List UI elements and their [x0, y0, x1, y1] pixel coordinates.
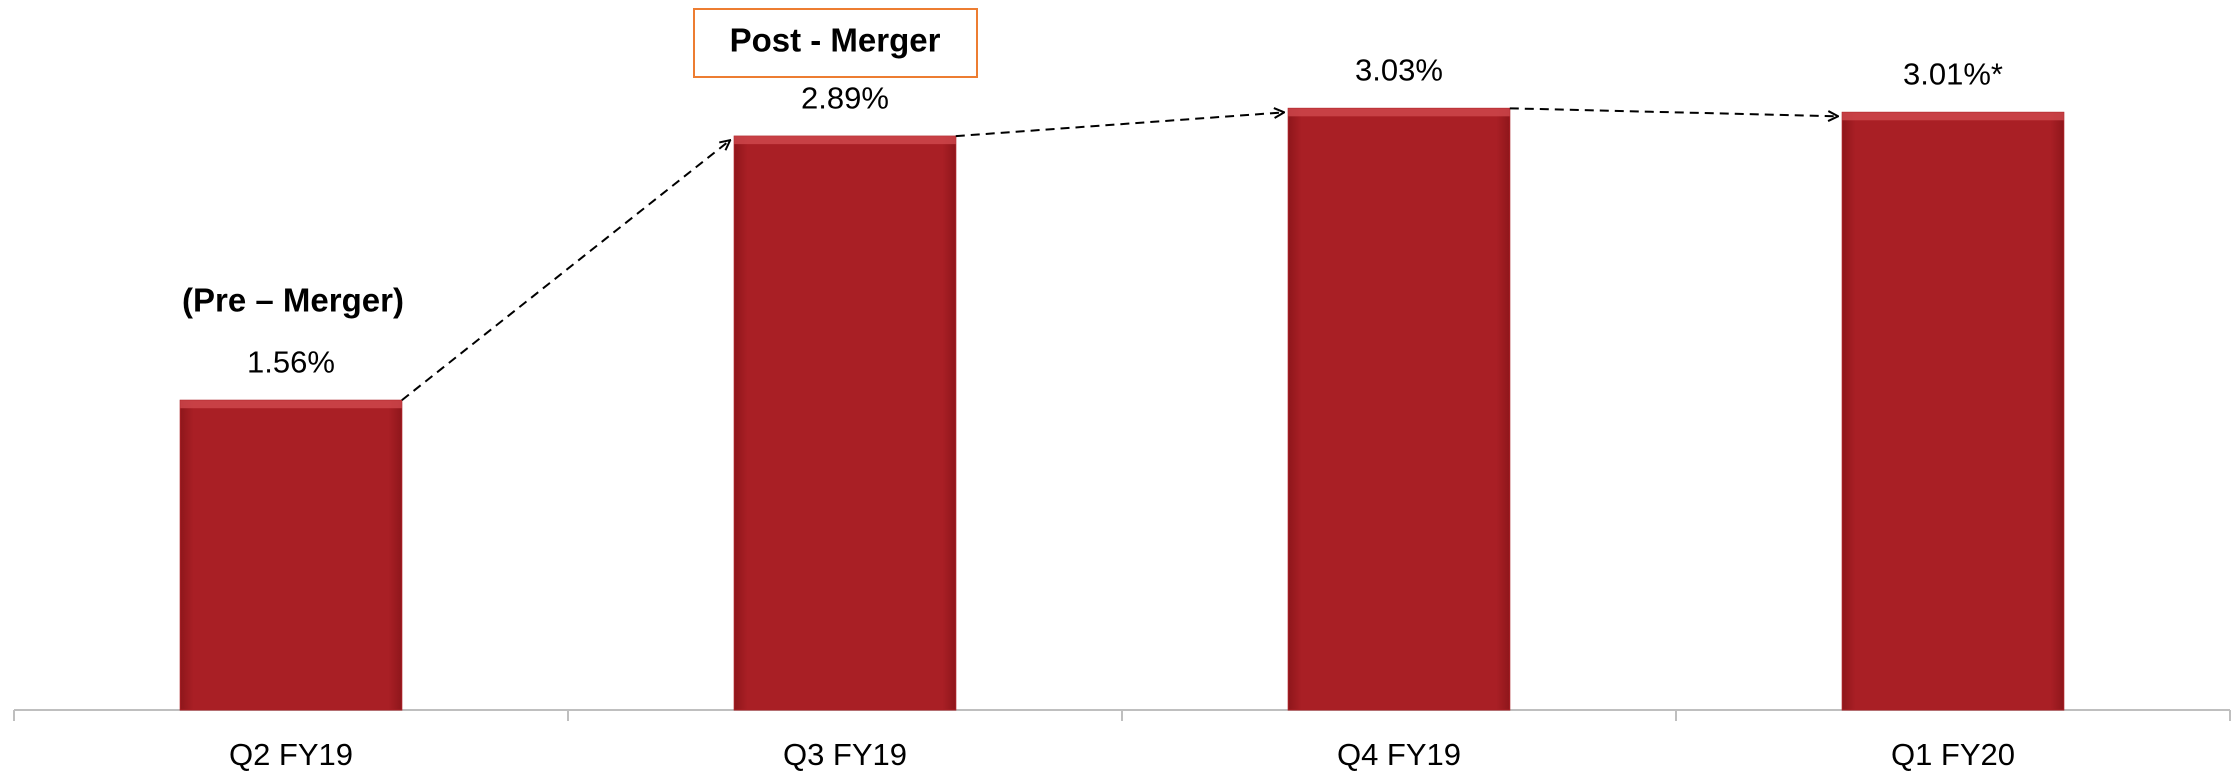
x-tick-label: Q4 FY19 [1337, 737, 1461, 772]
arrow [1509, 107, 1838, 116]
x-tick-label: Q3 FY19 [783, 737, 907, 772]
bar [179, 399, 403, 711]
value-label: 2.89% [801, 80, 889, 115]
annotation: Post - Merger [730, 22, 941, 59]
annotation-box [693, 8, 978, 78]
x-tick-label: Q2 FY19 [229, 737, 353, 772]
bar-bevel [180, 400, 402, 409]
annotation: (Pre – Merger) [182, 282, 404, 319]
bar-bevel [1842, 112, 2064, 121]
arrow [955, 112, 1284, 138]
value-label: 3.01%* [1903, 56, 2003, 91]
bar [1841, 111, 2065, 711]
bar [733, 135, 957, 711]
bar-bevel [1288, 108, 1510, 117]
bar [1287, 107, 1511, 711]
x-tick-label: Q1 FY20 [1891, 737, 2015, 772]
bar-bevel [734, 136, 956, 145]
value-label: 3.03% [1355, 53, 1443, 88]
arrow [401, 140, 730, 402]
value-label: 1.56% [247, 344, 335, 379]
